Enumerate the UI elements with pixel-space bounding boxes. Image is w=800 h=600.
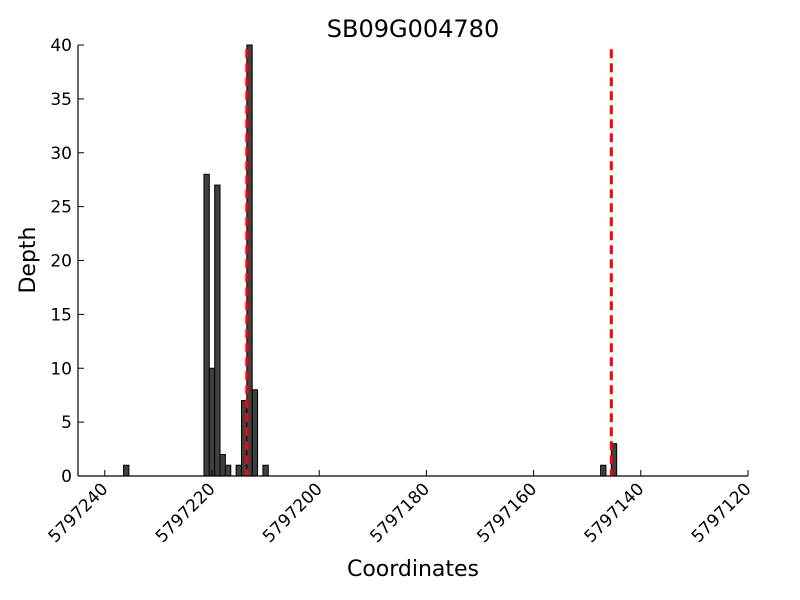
x-tick-label-5: 5797140 xyxy=(581,479,649,547)
bar-2 xyxy=(208,367,216,477)
chart-title: SB09G004780 xyxy=(327,15,499,43)
x-tick-label-0: 5797240 xyxy=(45,479,113,547)
bar-1 xyxy=(203,173,210,477)
x-tick-label-2: 5797200 xyxy=(259,479,327,547)
x-axis-label: Coordinates xyxy=(347,557,479,582)
ticks-layer: 0 5 10 15 20 25 30 35 40 5797240 5797220 5797200 579… xyxy=(45,36,756,547)
bar-5 xyxy=(224,464,232,477)
axes-layer xyxy=(77,45,748,477)
y-tick-label-8: 40 xyxy=(50,36,72,56)
bar-10 xyxy=(262,464,269,477)
x-tick-label-4: 5797160 xyxy=(473,479,541,547)
bar-0 xyxy=(123,464,130,477)
y-tick-label-0: 0 xyxy=(61,467,72,487)
bar-4 xyxy=(219,453,226,477)
y-tick-label-3: 15 xyxy=(50,305,72,325)
y-tick-label-1: 5 xyxy=(61,413,72,433)
y-tick-label-2: 10 xyxy=(50,359,72,379)
reference-lines-layer xyxy=(245,49,613,476)
x-tick-label-3: 5797180 xyxy=(366,479,434,547)
x-tick-label-1: 5797220 xyxy=(152,479,220,547)
bar-3 xyxy=(214,184,221,477)
x-tick-label-6: 5797120 xyxy=(688,479,756,547)
y-tick-label-4: 20 xyxy=(50,252,72,272)
y-tick-label-5: 25 xyxy=(50,198,72,218)
bar-7 xyxy=(240,400,248,477)
bar-11 xyxy=(600,464,607,477)
bar-9 xyxy=(251,389,259,477)
bar-6 xyxy=(235,464,242,477)
y-axis-label: Depth xyxy=(16,226,41,293)
bars-layer xyxy=(123,44,618,477)
y-tick-label-7: 35 xyxy=(50,90,72,110)
y-tick-label-6: 30 xyxy=(50,144,72,164)
